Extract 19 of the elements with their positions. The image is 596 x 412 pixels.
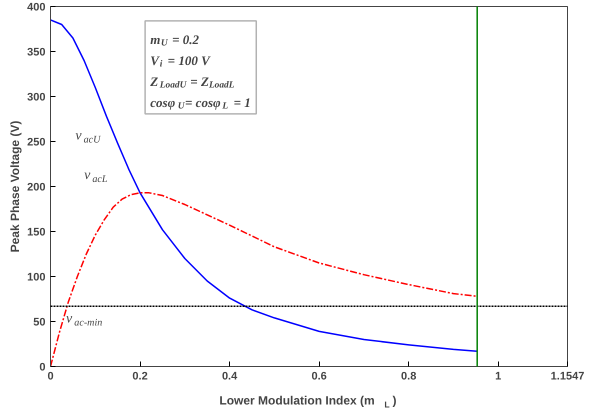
- x-tick-label: 0.8: [401, 370, 416, 382]
- y-tick-label: 0: [39, 362, 46, 374]
- x-tick-label: 1.1547: [550, 370, 584, 382]
- x-tick-label: 0.4: [222, 370, 238, 382]
- y-tick-label: 300: [27, 92, 46, 104]
- y-tick-label: 250: [27, 136, 46, 148]
- x-tick-label: 0.6: [311, 370, 327, 382]
- y-tick-label: 150: [27, 226, 46, 238]
- x-tick-label: 1: [495, 370, 502, 382]
- y-axis-title: Peak Phase Voltage (V): [8, 120, 22, 252]
- x-tick-label: 0.2: [132, 370, 148, 382]
- y-tick-label: 200: [27, 182, 46, 194]
- line-series: [50, 192, 478, 366]
- line-series: [50, 19, 478, 352]
- y-tick-label: 50: [33, 316, 46, 328]
- y-tick-label: 350: [27, 46, 46, 58]
- x-tick-label: 0: [47, 370, 54, 382]
- y-tick-label: 400: [27, 2, 46, 14]
- y-tick-label: 100: [27, 272, 46, 284]
